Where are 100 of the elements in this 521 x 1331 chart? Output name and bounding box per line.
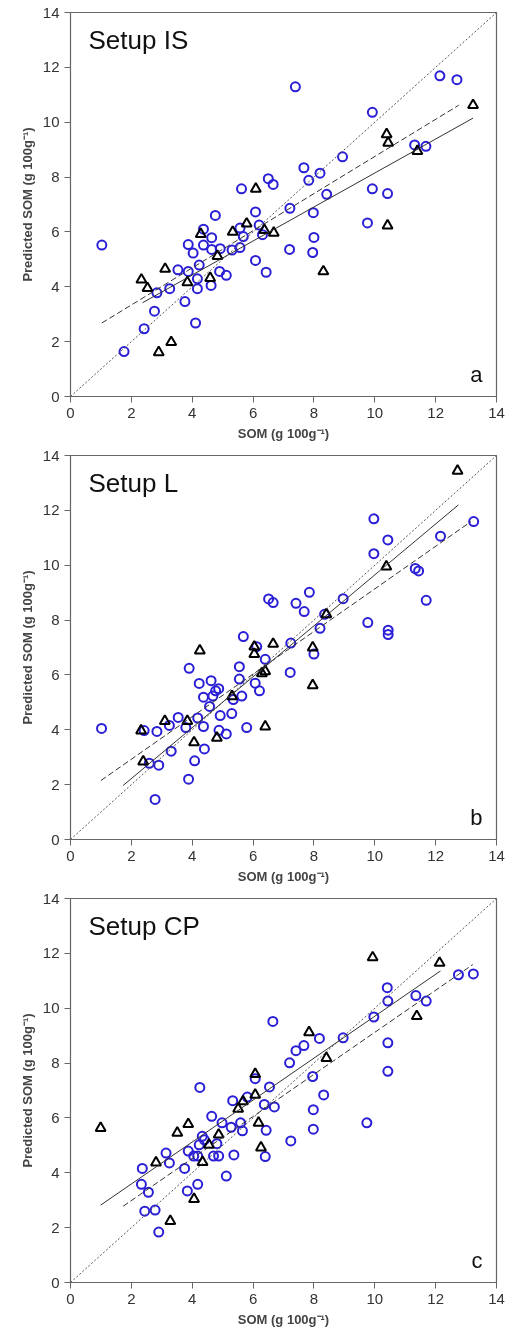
point [308,231,320,243]
point [435,530,447,542]
point [380,127,393,139]
point [152,345,165,357]
point [307,247,319,258]
y-tick-label: 0 [51,1273,60,1291]
x-tick-label: 2 [127,1289,136,1307]
point [410,1009,423,1021]
point [382,1065,394,1077]
text: Setup CP [88,910,200,941]
point [226,244,238,256]
y-tick-label: 6 [51,665,60,683]
point [263,593,275,605]
point [205,675,217,687]
point [253,685,265,697]
point [237,231,249,243]
point [213,1150,225,1162]
x-tick-label: 2 [127,846,136,864]
point [151,725,163,737]
point [260,1124,272,1136]
y-tick-label: 10 [42,556,60,574]
point [249,1073,261,1085]
point [137,754,150,766]
point [308,648,320,660]
point [306,640,319,652]
point [368,548,380,560]
y-tick-label: 8 [51,1054,60,1072]
point [248,647,261,658]
point [250,206,262,218]
point [211,249,224,260]
point [240,216,253,228]
point [298,606,310,618]
y-tick-label: 10 [42,113,60,131]
point [227,1095,239,1107]
point [303,586,315,598]
y-tick-label: 4 [51,720,60,738]
point [366,106,378,118]
point [285,637,297,649]
point [262,173,274,185]
point [337,1032,349,1044]
point [226,708,238,720]
y-tick-label: 0 [51,387,60,405]
point [190,317,202,329]
y-tick-label: 4 [51,1163,60,1181]
x-tick-label: 0 [66,403,75,421]
x-tick-label: 0 [66,846,75,864]
y-tick-label: 14 [42,446,60,464]
point [196,1130,208,1142]
point [171,1125,184,1137]
x-tick-label: 2 [127,403,136,421]
x-tick-label: 6 [248,846,258,864]
x-tick-label: 6 [248,1289,258,1307]
point [306,678,319,690]
point [209,209,221,221]
y-tick-label: 14 [42,3,60,21]
point [259,664,272,676]
point [468,516,480,528]
point [284,1057,296,1069]
point [226,225,239,236]
point [172,711,184,723]
point [259,719,272,731]
point [172,264,184,276]
point [214,243,226,255]
point [252,1116,265,1127]
point [249,1088,262,1099]
point [411,144,424,155]
point [220,269,232,281]
y-axis-title: Predicted SOM (g 100g⁻¹) [19,570,35,725]
point [303,174,315,186]
x-axis-title: SOM (g 100g⁻¹) [237,1311,330,1327]
point [361,217,373,229]
x-tick-label: 10 [366,403,384,421]
point [193,677,205,689]
point [236,183,248,195]
point [180,722,192,734]
point [368,513,380,525]
point [267,1015,279,1027]
point [253,219,265,231]
point [214,710,226,722]
point [420,995,432,1007]
point [150,1155,162,1167]
point [362,617,374,629]
point [182,239,194,251]
point [382,136,395,147]
point [192,1178,204,1190]
point [193,1139,205,1151]
point [182,265,194,277]
point [165,335,178,347]
point [284,202,296,214]
y-tick-label: 10 [42,999,60,1017]
point [382,995,394,1007]
point [434,70,446,82]
point [198,743,210,755]
point [361,1117,373,1129]
point [284,243,296,255]
point [143,757,155,769]
y-tick-label: 8 [51,168,60,186]
point [258,1099,270,1110]
point [188,1150,200,1162]
point [318,1089,330,1101]
